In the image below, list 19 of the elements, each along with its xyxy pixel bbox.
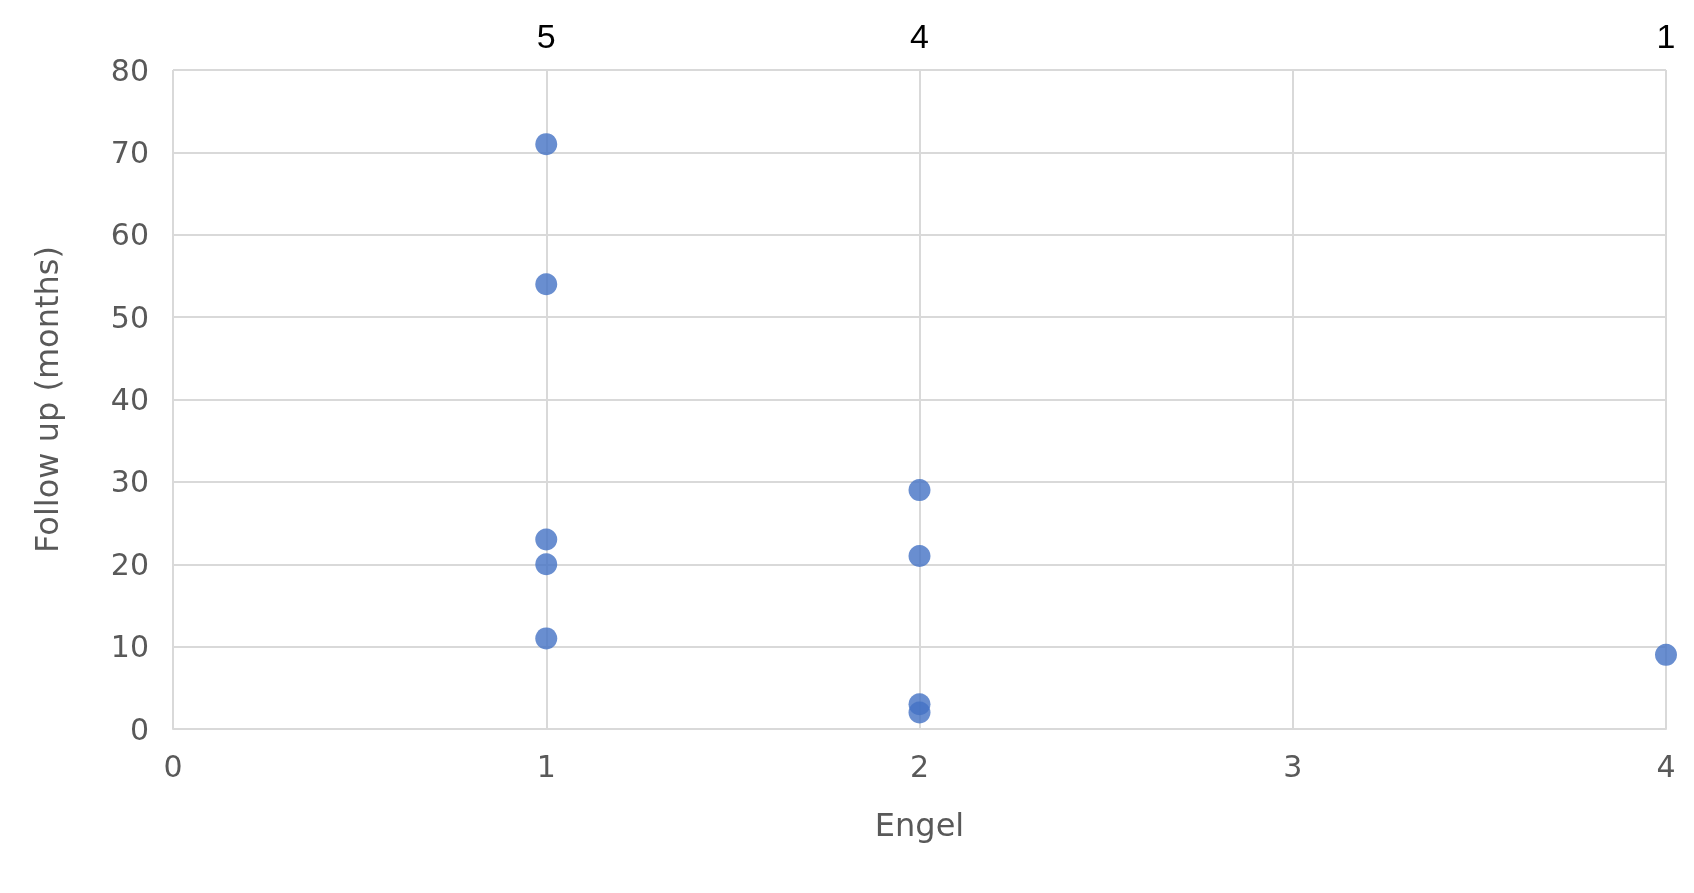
y-tick-label: 50 — [110, 299, 149, 335]
x-tick-label: 4 — [1656, 748, 1676, 784]
x-tick-label: 1 — [536, 748, 556, 784]
text: 5 — [536, 17, 556, 55]
x-tick-label: 3 — [1283, 748, 1303, 784]
x-tick-label: 0 — [163, 748, 183, 784]
y-tick-label: 30 — [110, 464, 149, 500]
y-tick-label: 20 — [110, 546, 149, 582]
y-tick-label: 10 — [110, 629, 149, 665]
text: 1 — [1656, 17, 1676, 55]
y-tick-label: 40 — [110, 382, 149, 417]
x-axis-title: Engel — [874, 806, 965, 844]
y-axis-title: Follow up (months) — [28, 246, 66, 553]
y-tick-label: 80 — [110, 52, 149, 88]
y-tick-label: 0 — [129, 711, 149, 747]
x-tick-label: 2 — [909, 748, 930, 784]
text: 4 — [910, 17, 929, 55]
y-tick-label: 60 — [110, 217, 149, 253]
y-tick-label: 70 — [110, 134, 149, 170]
